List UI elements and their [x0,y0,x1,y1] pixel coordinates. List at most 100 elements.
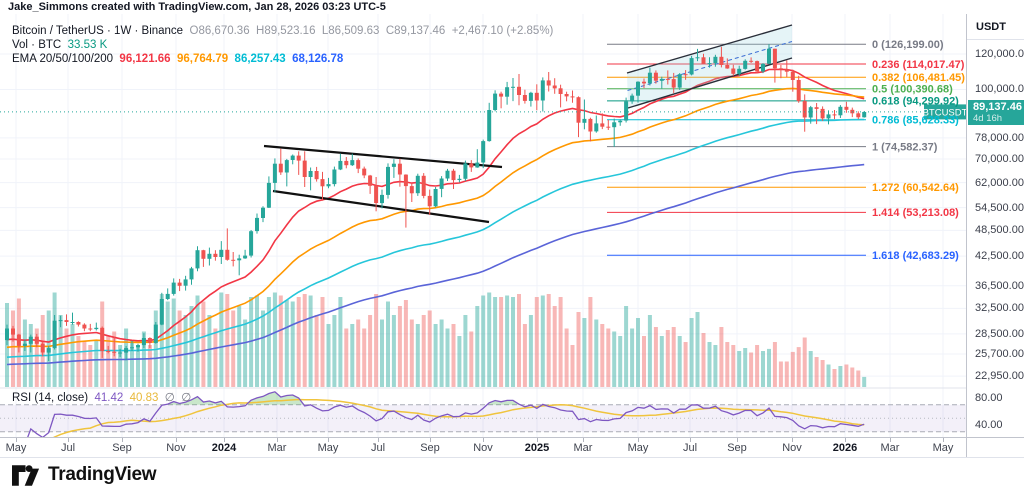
time-axis-tick [328,438,329,442]
time-axis-tick [224,438,225,442]
time-axis-tick [430,438,431,442]
candles-layer [5,44,867,361]
symbol-title[interactable]: Bitcoin / TetherUS · 1W · Binance [12,25,184,37]
time-axis-label: Jul [60,442,76,454]
time-axis-label: 2024 [211,442,237,454]
time-axis-label: Mar [267,442,287,454]
svg-text:BTCUSDT: BTCUSDT [923,107,968,118]
rising-parallel-channel[interactable] [626,24,793,109]
time-axis-label: Mar [573,442,593,454]
rsi-label[interactable]: RSI (14, close) [12,392,89,404]
time-axis-tick [176,438,177,442]
current-price-value: 89,137.46 [973,100,1022,113]
ema50-value: 96,764.79 [176,53,229,65]
price-axis-label: 32,500.00 [975,302,1024,315]
time-axis-label: May [627,442,649,454]
fib-labels: 0 (126,199.00) 0.236 (114,017.47)0.382 (1… [872,39,965,262]
svg-text:0.236 (114,017.47): 0.236 (114,017.47) [872,59,965,71]
price-axis[interactable]: USDT 89,137.46 4d 16h 120,000.00 100,000.… [966,14,1024,437]
svg-text:0 (126,199.00): 0 (126,199.00) [872,39,944,51]
ema100-value: 86,257.43 [234,53,286,65]
open-label: O [189,25,199,37]
rsi-empty-1: ∅ [164,392,175,404]
rsi-ma-value: 40.83 [129,392,159,404]
ema-50-line [6,87,865,349]
descending-channel-trendlines[interactable] [263,144,503,224]
time-axis-tick [378,438,379,442]
time-axis[interactable]: May Jul Sep Nov 2024 Mar May Jul Sep Nov 2025 Mar Ma… [0,437,1024,458]
time-axis-label: Nov [166,442,186,454]
attribution-text: Jake_Simmons created with TradingView.co… [8,1,386,13]
time-axis-tick [890,438,891,442]
time-axis-tick [583,438,584,442]
price-axis-label: 54,500.00 [975,201,1024,214]
price-axis-label: 100,000.00 [975,83,1024,96]
time-axis-tick [483,438,484,442]
symbol-legend-row: Bitcoin / TetherUS · 1W · Binance O86,67… [12,24,553,38]
time-axis-label: Sep [112,442,132,454]
tradingview-logo-icon[interactable] [12,464,40,486]
svg-text:1.272 (60,542.64): 1.272 (60,542.64) [872,182,959,194]
price-axis-label: 62,000.00 [975,176,1024,189]
time-axis-label: Nov [473,442,493,454]
rsi-empty-2: ∅ [181,392,192,404]
time-axis-label: Sep [727,442,747,454]
time-axis-label: May [932,442,954,454]
ema-100-line [6,118,865,358]
time-axis-tick [792,438,793,442]
rsi-axis-label: 80.00 [975,392,1003,404]
svg-text:1 (74,582.37): 1 (74,582.37) [872,141,938,153]
svg-text:1.414 (53,213.08): 1.414 (53,213.08) [872,207,959,219]
change-value: +2,467.10 (+2.85%) [451,25,554,37]
ema200-value: 68,126.78 [292,53,344,65]
price-axis-label: 70,000.00 [975,152,1024,165]
tradingview-brand-text[interactable]: TradingView [48,464,157,485]
current-price-badge: 89,137.46 4d 16h [968,99,1024,125]
price-axis-label: 28,500.00 [975,327,1024,340]
volume-bars [5,292,867,387]
price-axis-label: 25,700.00 [975,348,1024,361]
volume-label[interactable]: Vol · BTC [12,39,62,51]
time-axis-tick [16,438,17,442]
ema20-value: 96,121.66 [119,53,171,65]
svg-text:0.382 (106,481.45): 0.382 (106,481.45) [872,72,965,84]
price-axis-label: 78,000.00 [975,131,1024,144]
volume-legend-row: Vol · BTC 33.53 K [12,38,553,52]
ema-label[interactable]: EMA 20/50/100/200 [12,53,114,65]
svg-text:0.618 (94,299.92): 0.618 (94,299.92) [872,96,959,108]
rsi-legend[interactable]: RSI (14, close) 41.42 40.83 ∅ ∅ [12,390,191,404]
open-value: 86,670.36 [198,25,250,37]
rsi-axis-label: 40.00 [975,419,1003,431]
rsi-value: 41.42 [94,392,124,404]
fib-retracement[interactable] [607,43,866,256]
time-axis-tick [68,438,69,442]
time-axis-tick [122,438,123,442]
time-axis-label: May [5,442,27,454]
time-axis-label: Jul [682,442,698,454]
time-axis-tick [845,438,846,442]
time-axis-label: Jul [370,442,386,454]
price-axis-label: 36,500.00 [975,279,1024,292]
svg-text:1.618 (42,683.29): 1.618 (42,683.29) [872,250,959,262]
ema-200-line [6,163,865,366]
time-axis-tick [537,438,538,442]
close-label: C [385,25,395,37]
time-axis-label: Nov [782,442,802,454]
axis-corner-divider [966,437,967,457]
svg-text:0.786 (85,628.33): 0.786 (85,628.33) [872,115,959,127]
widget-bottom-border [0,457,1024,458]
ema-20-line [6,68,865,343]
currency-label[interactable]: USDT [967,14,1024,40]
close-value: 89,137.46 [394,25,446,37]
price-axis-label: 42,500.00 [975,250,1024,263]
chart-legend[interactable]: Bitcoin / TetherUS · 1W · Binance O86,67… [12,24,553,66]
low-label: L [321,25,329,37]
grid-layer [0,14,966,437]
time-axis-tick [737,438,738,442]
bar-countdown: 4d 16h [973,112,1003,124]
time-axis-label: 2025 [524,442,550,454]
volume-value: 33.53 K [67,39,108,51]
